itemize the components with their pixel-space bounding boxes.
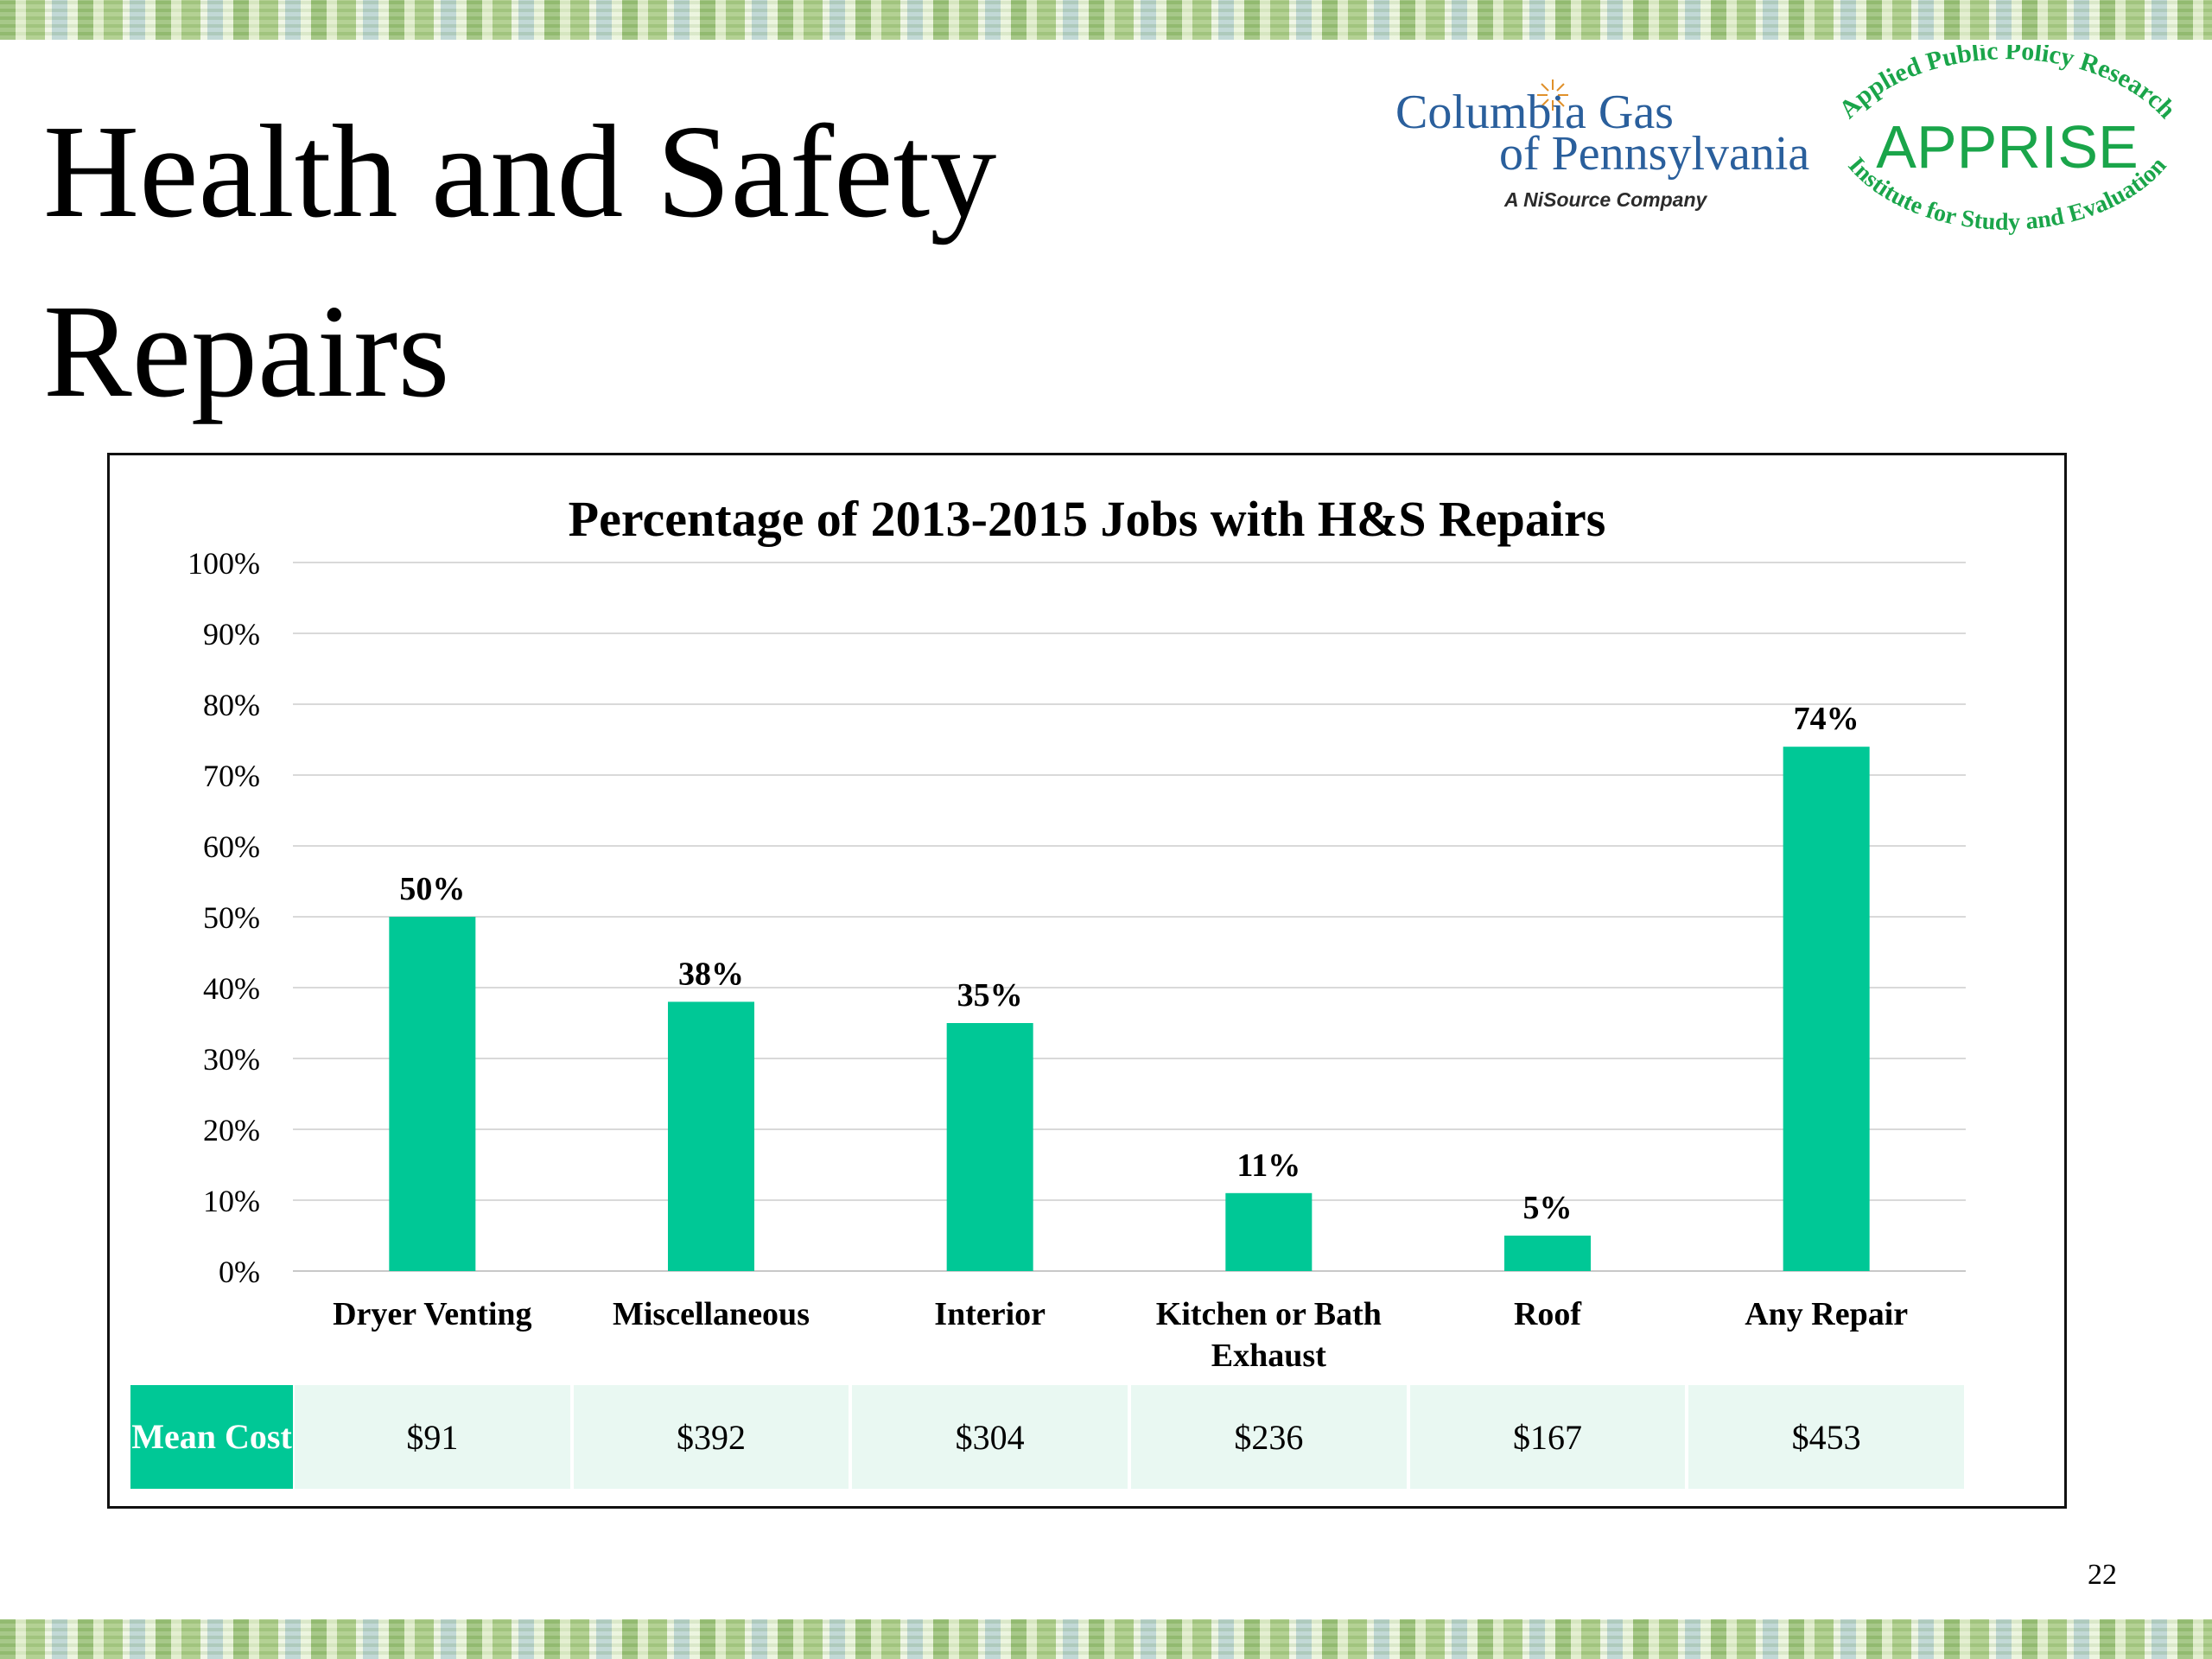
mean-cost-cell: $167 (1409, 1385, 1686, 1489)
sunburst-icon (1537, 79, 1568, 111)
y-tick-label: 80% (203, 688, 260, 722)
bottom-decorative-band (0, 1619, 2212, 1659)
mean-cost-cell: $304 (852, 1385, 1128, 1489)
columbia-logo-line1: Columbia Gas (1395, 86, 1674, 139)
x-category-label: Kitchen or Bath Exhaust (1156, 1296, 1382, 1374)
columbia-gas-logo: Columbia Gas of Pennsylvania A NiSource … (1387, 78, 1809, 225)
data-label: 74% (1794, 701, 1859, 737)
bar (946, 1023, 1033, 1271)
y-tick-label: 30% (203, 1042, 260, 1077)
page-number: 22 (2088, 1559, 2117, 1591)
columbia-logo-line2: of Pennsylvania (1499, 127, 1810, 181)
data-label: 5% (1523, 1190, 1573, 1226)
x-category-label: Dryer Venting (333, 1296, 531, 1332)
mean-cost-cell: $91 (295, 1385, 570, 1489)
y-tick-label: 90% (203, 617, 260, 652)
bar (1783, 747, 1870, 1271)
mean-cost-cell: $392 (573, 1385, 849, 1489)
mean-cost-cell: $453 (1688, 1385, 1964, 1489)
apprise-logo: Applied Public Policy Research APPRISE I… (1834, 45, 2182, 236)
y-tick-label: 100% (188, 546, 260, 581)
bar (668, 1001, 754, 1271)
y-tick-label: 20% (203, 1113, 260, 1147)
bar (1225, 1192, 1313, 1271)
y-tick-label: 60% (203, 830, 260, 864)
y-tick-label: 40% (203, 971, 260, 1006)
data-label: 11% (1236, 1147, 1300, 1184)
chart-title: Percentage of 2013-2015 Jobs with H&S Re… (568, 491, 1606, 547)
bar (389, 917, 476, 1271)
x-category-label: Interior (934, 1296, 1046, 1332)
y-tick-label: 0% (219, 1255, 260, 1289)
top-decorative-band (0, 0, 2212, 40)
y-tick-label: 50% (203, 900, 260, 935)
x-category-label: Any Repair (1745, 1296, 1908, 1332)
data-label: 35% (957, 977, 1023, 1014)
mean-cost-label: Mean Cost (130, 1385, 293, 1489)
x-category-label: Miscellaneous (613, 1296, 810, 1332)
bar-chart: 0% 10% 20% 30% 40% 50% 60% 70% 80% 90% 100% 50% Drye… (188, 546, 1966, 1374)
data-label: 50% (399, 871, 465, 907)
apprise-name: APPRISE (1876, 113, 2138, 181)
mean-cost-cell: $236 (1131, 1385, 1407, 1489)
bar (1504, 1236, 1591, 1271)
chart-frame: Percentage of 2013-2015 Jobs with H&S Re… (107, 453, 2067, 1509)
slide-title: Health and Safety Repairs (43, 99, 997, 425)
y-tick-label: 10% (203, 1184, 260, 1218)
y-tick-label: 70% (203, 759, 260, 793)
data-label: 38% (678, 956, 744, 992)
columbia-logo-tagline: A NiSource Company (1504, 188, 1707, 211)
x-category-label: Roof (1514, 1296, 1582, 1332)
